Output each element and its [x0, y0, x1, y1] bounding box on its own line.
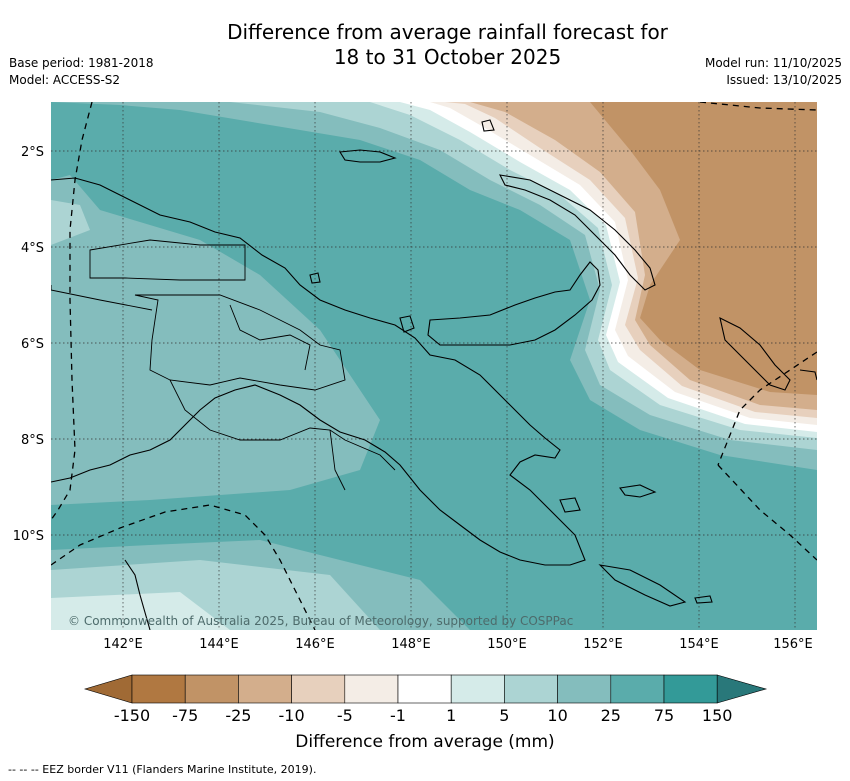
- colorbar-segment: [344, 674, 399, 704]
- colorbar-tick-label: 5: [499, 706, 509, 725]
- meta-left: Base period: 1981-2018 Model: ACCESS-S2: [9, 55, 154, 89]
- meta-right: Model run: 11/10/2025 Issued: 13/10/2025: [705, 55, 842, 89]
- colorbar-tick-label: 150: [702, 706, 733, 725]
- lon-labels: 142°E 144°E 146°E 148°E 150°E 152°E 154°…: [103, 637, 813, 652]
- lon-label: 154°E: [679, 637, 719, 652]
- colorbar-segment: [397, 674, 452, 704]
- colorbar-segment: [557, 674, 612, 704]
- lon-label: 150°E: [487, 637, 527, 652]
- colorbar-arrow-high: [716, 674, 768, 704]
- colorbar-tick-label: -10: [279, 706, 305, 725]
- field-5-10-west: [51, 175, 380, 505]
- colorbar-arrow-low: [83, 674, 133, 704]
- rainfall-field: © Commonwealth of Australia 2025, Bureau…: [51, 102, 817, 630]
- lon-label: 146°E: [295, 637, 335, 652]
- lon-label: 152°E: [583, 637, 623, 652]
- issued-date: Issued: 13/10/2025: [726, 73, 842, 87]
- field-n75-n25: [590, 102, 817, 395]
- colorbar-tick-label: -1: [390, 706, 406, 725]
- colorbar: -150 -75 -25 -10 -5 -1 1 5 10 25 75 150: [83, 674, 768, 725]
- map-title: Difference from average rainfall forecas…: [0, 20, 850, 70]
- title-line-2: 18 to 31 October 2025: [333, 45, 562, 69]
- lon-label: 148°E: [391, 637, 431, 652]
- field-n1-1-south: [51, 592, 230, 630]
- lat-label: 2°S: [21, 145, 44, 160]
- base-period: Base period: 1981-2018: [9, 56, 154, 70]
- colorbar-title: Difference from average (mm): [295, 732, 554, 752]
- lon-label: 142°E: [103, 637, 143, 652]
- lat-labels: 2°S 4°S 6°S 8°S 10°S: [13, 145, 44, 544]
- colorbar-tick-label: 75: [654, 706, 674, 725]
- lat-label: 8°S: [21, 433, 44, 448]
- title-line-1: Difference from average rainfall forecas…: [227, 20, 668, 44]
- model-run: Model run: 11/10/2025: [704, 56, 842, 70]
- colorbar-tick-label: -5: [337, 706, 353, 725]
- colorbar-tick-label: 10: [547, 706, 567, 725]
- lat-label: 4°S: [21, 241, 44, 256]
- province-borders: [51, 239, 396, 491]
- colorbar-segment: [184, 674, 239, 704]
- colorbar-segment: [610, 674, 665, 704]
- eez-footnote: -- -- -- EEZ border V11 (Flanders Marine…: [8, 763, 317, 776]
- colorbar-tick-label: -25: [225, 706, 251, 725]
- lat-label: 10°S: [13, 529, 44, 544]
- colorbar-segment: [663, 674, 718, 704]
- lat-label: 6°S: [21, 337, 44, 352]
- lon-label: 144°E: [199, 637, 239, 652]
- colorbar-tick-label: -150: [114, 706, 150, 725]
- colorbar-tick-label: 1: [446, 706, 456, 725]
- model-name: Model: ACCESS-S2: [9, 73, 121, 87]
- eez-border: [51, 102, 817, 630]
- colorbar-segment: [291, 674, 346, 704]
- colorbar-segment: [450, 674, 505, 704]
- colorbar-segment: [131, 674, 186, 704]
- coastlines: [51, 119, 817, 630]
- copyright-text: © Commonwealth of Australia 2025, Bureau…: [68, 614, 573, 628]
- colorbar-tick-label: 25: [601, 706, 621, 725]
- colorbar-segment: [504, 674, 558, 704]
- colorbar-tick-label: -75: [172, 706, 198, 725]
- graticule: [51, 102, 817, 630]
- colorbar-segment: [238, 674, 292, 704]
- lon-label: 156°E: [773, 637, 813, 652]
